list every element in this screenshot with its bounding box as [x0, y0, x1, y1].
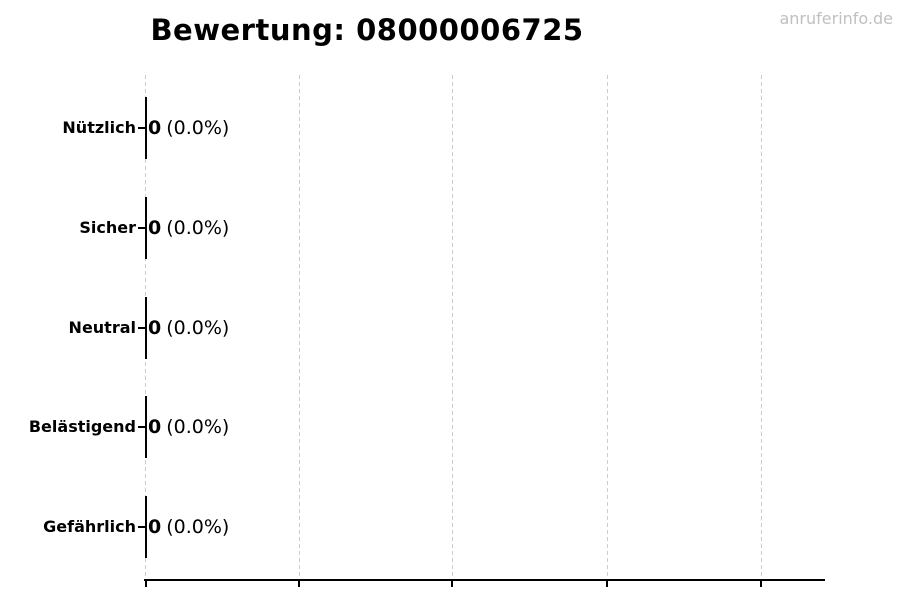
x-tick [606, 580, 608, 587]
bar-value-annotation: 0 (0.0%) [148, 512, 229, 542]
bar-row: Sicher 0 (0.0%) [0, 213, 900, 243]
value-count: 0 [148, 516, 162, 538]
value-percent: (0.0%) [166, 516, 230, 538]
x-tick [760, 580, 762, 587]
plot-area [144, 75, 825, 587]
bar-sicher [145, 197, 147, 259]
x-tick [145, 580, 147, 587]
gridline [299, 75, 300, 580]
bar-row: Belästigend 0 (0.0%) [0, 412, 900, 442]
value-percent: (0.0%) [166, 117, 230, 139]
bar-value-annotation: 0 (0.0%) [148, 313, 229, 343]
bar-value-annotation: 0 (0.0%) [148, 113, 229, 143]
category-label: Belästigend [28, 417, 136, 436]
y-tick [138, 127, 145, 129]
x-axis-line [144, 579, 825, 581]
value-count: 0 [148, 317, 162, 339]
gridline [761, 75, 762, 580]
bar-gefaehrlich [145, 496, 147, 558]
value-percent: (0.0%) [166, 416, 230, 438]
category-label: Neutral [68, 318, 136, 337]
bar-row: Nützlich 0 (0.0%) [0, 113, 900, 143]
x-tick [298, 580, 300, 587]
y-tick [138, 526, 145, 528]
bar-nuetzlich [145, 97, 147, 159]
watermark-text: anruferinfo.de [779, 9, 893, 28]
category-label: Nützlich [62, 118, 136, 137]
bar-row: Gefährlich 0 (0.0%) [0, 512, 900, 542]
bar-belaestigend [145, 396, 147, 458]
bar-value-annotation: 0 (0.0%) [148, 412, 229, 442]
x-tick [451, 580, 453, 587]
value-percent: (0.0%) [166, 317, 230, 339]
bar-row: Neutral 0 (0.0%) [0, 313, 900, 343]
y-tick [138, 426, 145, 428]
bar-value-annotation: 0 (0.0%) [148, 213, 229, 243]
y-tick [138, 327, 145, 329]
y-tick [138, 227, 145, 229]
gridline [452, 75, 453, 580]
value-count: 0 [148, 217, 162, 239]
category-label: Gefährlich [43, 517, 136, 536]
value-count: 0 [148, 416, 162, 438]
gridline [607, 75, 608, 580]
value-count: 0 [148, 117, 162, 139]
chart-title: Bewertung: 08000006725 [150, 13, 584, 47]
bar-neutral [145, 297, 147, 359]
category-label: Sicher [79, 218, 136, 237]
value-percent: (0.0%) [166, 217, 230, 239]
